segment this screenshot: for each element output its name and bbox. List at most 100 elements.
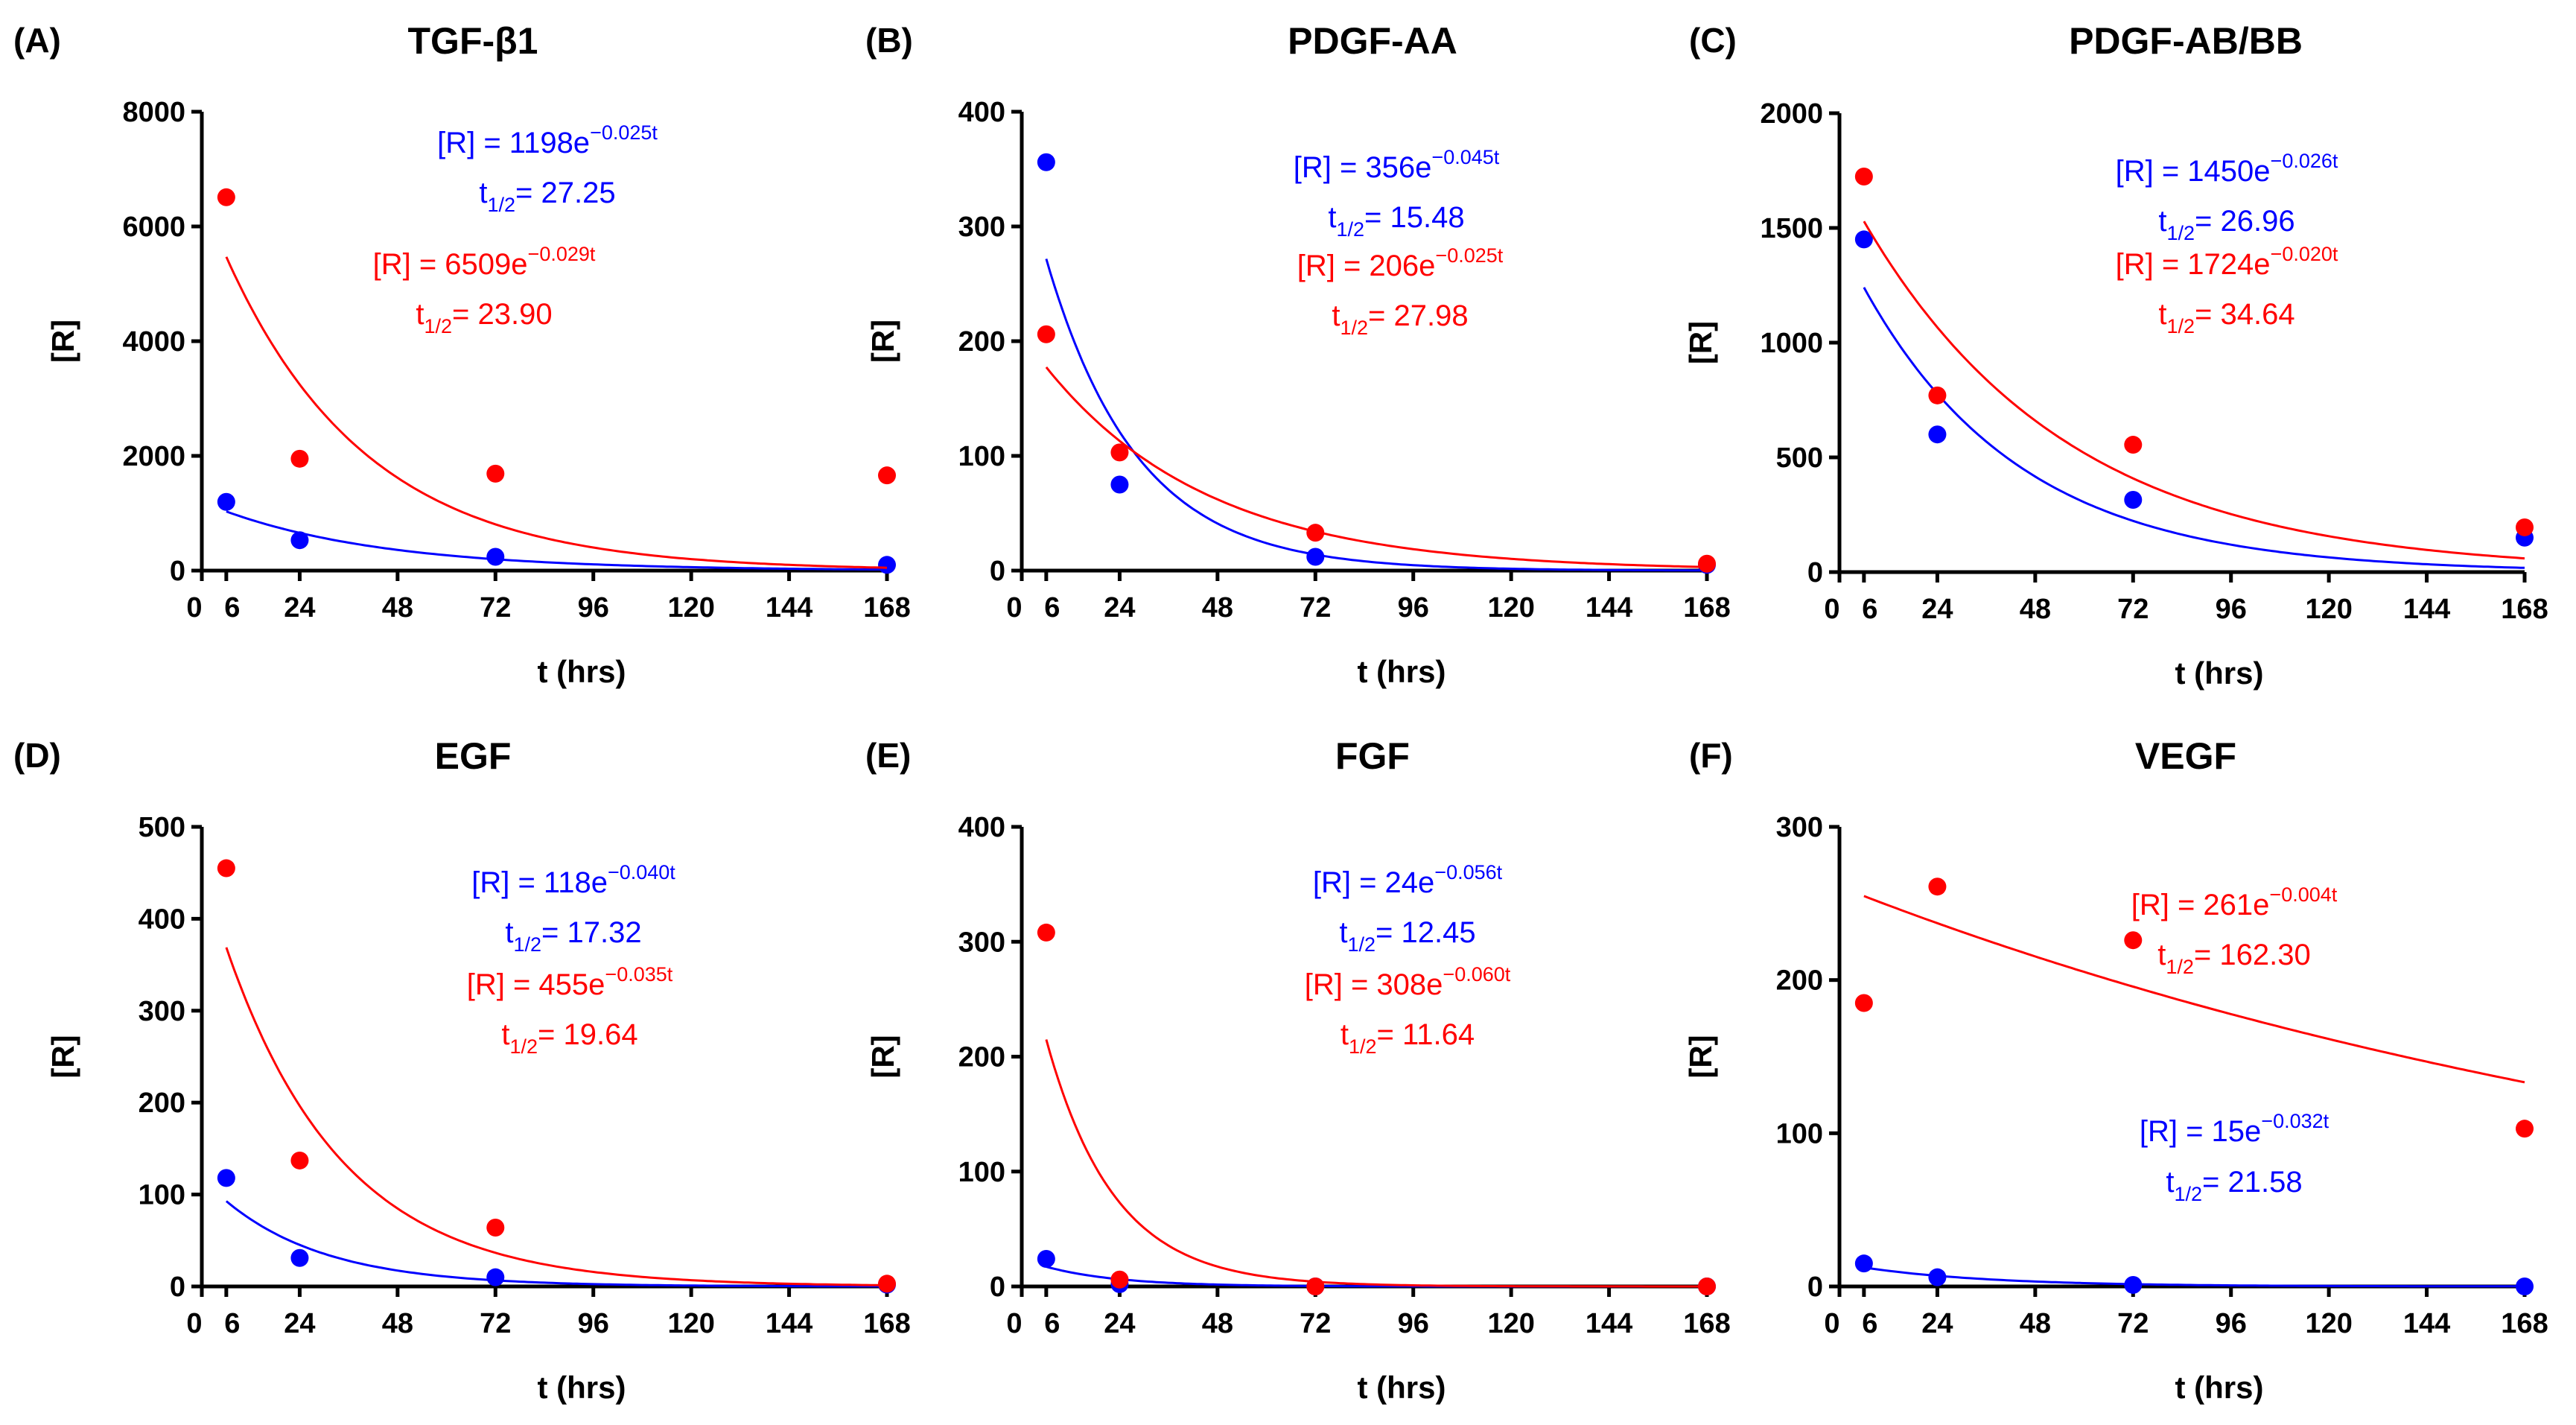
panel-letter: (C) <box>1689 21 1737 60</box>
y-tick-label: 100 <box>1776 1118 1823 1149</box>
y-tick-label: 0 <box>170 1272 185 1303</box>
data-point-blue <box>2124 490 2143 509</box>
x-tick-label: 72 <box>1300 1308 1331 1339</box>
y-tick-label: 1500 <box>1760 213 1823 244</box>
x-tick-label: 96 <box>1398 592 1429 623</box>
data-point-red <box>1110 443 1129 462</box>
data-point-red <box>2516 518 2534 536</box>
x-tick-label: 72 <box>2117 594 2149 625</box>
panel-title: PDGF-AA <box>1288 20 1457 62</box>
fit-curve-blue <box>226 510 887 571</box>
x-tick-label: 144 <box>1586 1308 1632 1339</box>
panel-title: TGF-β1 <box>408 20 538 62</box>
half-life-blue: t1/2= 12.45 <box>1339 916 1475 956</box>
x-tick-label: 48 <box>382 1308 413 1339</box>
panel-title: EGF <box>435 735 512 777</box>
fit-equation-red: [R] = 6509e−0.029t <box>373 243 596 281</box>
x-tick-label: 72 <box>480 592 511 623</box>
data-point-blue <box>1928 1268 1947 1286</box>
half-life-red: t1/2= 11.64 <box>1341 1018 1475 1058</box>
data-point-red <box>1928 386 1947 404</box>
x-tick-label: 6 <box>224 592 240 623</box>
fit-equation-red: [R] = 1724e−0.020t <box>2116 243 2338 281</box>
data-point-blue <box>1854 1254 1873 1273</box>
x-tick-label: 6 <box>1862 1308 1877 1339</box>
data-point-red <box>290 1151 309 1169</box>
x-tick-label: 96 <box>1398 1308 1429 1339</box>
fit-curve-blue <box>1863 1266 2525 1288</box>
x-tick-label: 120 <box>2305 594 2352 625</box>
y-tick-label: 300 <box>1776 812 1823 843</box>
data-point-blue <box>1928 425 1947 444</box>
fit-curve-red <box>1863 220 2525 560</box>
x-tick-label: 48 <box>2020 594 2051 625</box>
data-point-blue <box>878 556 896 574</box>
x-tick-label: 144 <box>2403 1308 2450 1339</box>
fit-equation-blue: [R] = 1198e−0.025t <box>437 121 658 159</box>
data-point-red <box>1854 994 1873 1012</box>
y-tick-label: 300 <box>958 212 1005 243</box>
data-point-red <box>2124 931 2143 950</box>
panel-title: VEGF <box>2135 735 2236 777</box>
x-tick-label: 144 <box>766 1308 812 1339</box>
x-tick-label: 48 <box>1202 1308 1233 1339</box>
data-point-blue <box>2124 1275 2143 1294</box>
x-tick-label: 72 <box>1300 592 1331 623</box>
data-point-red <box>1306 1278 1325 1295</box>
fit-curve-red <box>225 256 888 569</box>
y-axis-label: [R] <box>865 320 900 363</box>
y-tick-label: 0 <box>1807 1272 1823 1303</box>
data-point-red <box>290 449 309 468</box>
y-tick-label: 500 <box>139 812 185 843</box>
y-tick-label: 2000 <box>122 441 185 472</box>
half-life-red: t1/2= 19.64 <box>501 1018 637 1058</box>
y-axis-label: [R] <box>1683 1035 1718 1078</box>
half-life-blue: t1/2= 15.48 <box>1328 201 1464 241</box>
y-tick-label: 400 <box>958 97 1005 128</box>
fit-curve-blue <box>1863 287 2525 569</box>
y-tick-label: 2000 <box>1760 98 1823 130</box>
x-tick-label: 24 <box>1104 1308 1135 1339</box>
data-point-red <box>1037 325 1055 343</box>
x-tick-label: 96 <box>2216 594 2247 625</box>
x-tick-label: 120 <box>2305 1308 2352 1339</box>
fit-curve-blue <box>225 1200 887 1288</box>
y-tick-label: 200 <box>958 326 1005 358</box>
x-tick-label: 48 <box>2020 1308 2051 1339</box>
data-point-red <box>1110 1270 1129 1289</box>
y-tick-label: 500 <box>1776 442 1823 474</box>
data-point-red <box>1928 877 1947 896</box>
x-tick-label: 24 <box>1104 592 1135 623</box>
y-axis-label: [R] <box>1683 321 1718 364</box>
half-life-red: t1/2= 27.98 <box>1332 299 1468 339</box>
data-point-red <box>1306 524 1325 542</box>
fit-equation-red: [R] = 455e−0.035t <box>467 963 673 1001</box>
data-point-blue <box>2516 1278 2534 1295</box>
y-tick-label: 200 <box>139 1088 185 1119</box>
data-point-red <box>878 466 896 485</box>
x-tick-label: 24 <box>1921 1308 1953 1339</box>
fit-equation-red: [R] = 206e−0.025t <box>1297 244 1504 282</box>
x-axis-label: t (hrs) <box>2175 656 2264 691</box>
x-tick-label: 24 <box>284 1308 315 1339</box>
x-tick-label: 72 <box>2117 1308 2149 1339</box>
x-tick-label: 0 <box>1824 1308 1839 1339</box>
fit-equation-red: [R] = 308e−0.060t <box>1305 963 1511 1001</box>
y-axis-label: [R] <box>45 1035 80 1078</box>
x-tick-label: 48 <box>382 592 413 623</box>
fit-curve-red <box>1863 895 2525 1084</box>
panel-title: FGF <box>1335 735 1410 777</box>
y-tick-label: 0 <box>990 556 1005 587</box>
half-life-blue: t1/2= 21.58 <box>2166 1166 2302 1205</box>
data-point-red <box>1854 168 1873 186</box>
x-axis-label: t (hrs) <box>1358 654 1446 689</box>
data-point-red <box>486 1219 505 1237</box>
data-point-red <box>2516 1120 2534 1138</box>
data-point-blue <box>1037 1249 1055 1268</box>
y-tick-label: 0 <box>170 556 185 587</box>
data-point-blue <box>1037 153 1055 171</box>
x-tick-label: 120 <box>1487 592 1534 623</box>
